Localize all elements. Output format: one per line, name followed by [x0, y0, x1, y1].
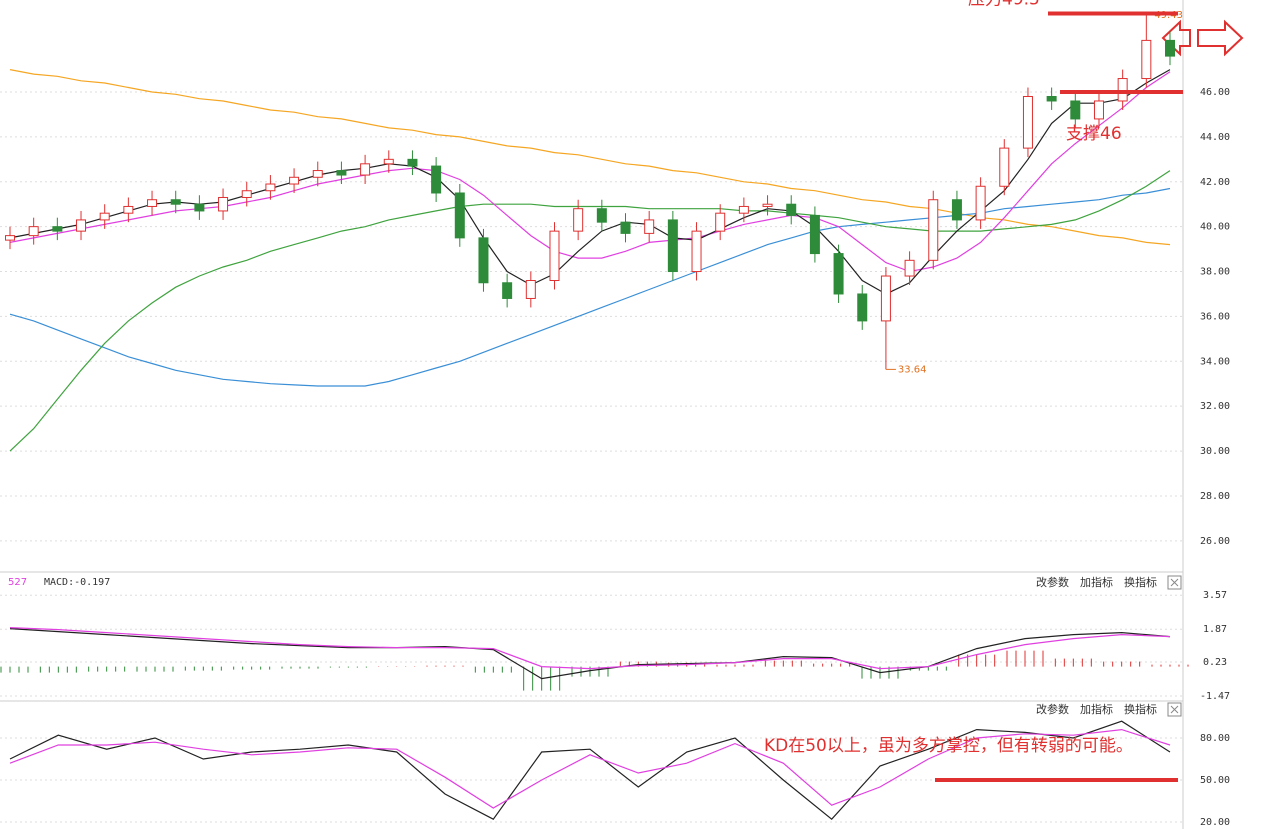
y-tick-label: 44.00: [1200, 132, 1230, 143]
arrow-icon: [1197, 19, 1244, 57]
y-tick-label: 36.00: [1200, 311, 1230, 322]
candle-body: [28, 226, 39, 237]
candle-body: [360, 163, 371, 176]
y-tick-label: 0.23: [1203, 657, 1227, 668]
candle-body: [1046, 95, 1057, 102]
close-button[interactable]: [1167, 575, 1182, 590]
y-tick-label: 40.00: [1200, 222, 1230, 233]
arrow-icon: [1161, 19, 1191, 57]
candle-body: [762, 203, 773, 207]
indicator-line: [9, 170, 1171, 452]
annotation: 支撑46: [1066, 124, 1122, 144]
candle-body: [691, 230, 702, 273]
candle-body: [99, 212, 110, 221]
indicator-button[interactable]: 改参数: [1036, 575, 1069, 589]
candle-body: [454, 192, 465, 239]
close-icon: [1170, 578, 1179, 587]
candle-body: [999, 147, 1010, 187]
candle-body: [904, 259, 915, 277]
candle-body: [880, 275, 891, 322]
y-tick-label: 30.00: [1200, 446, 1230, 457]
candle-body: [549, 230, 560, 282]
candle-body: [407, 158, 418, 167]
macd-label: MACD:-0.197: [44, 577, 110, 588]
candle-body: [620, 221, 631, 234]
y-tick-label: 38.00: [1200, 267, 1230, 278]
candle-body: [1117, 78, 1128, 102]
indicator-line: [9, 628, 1171, 680]
candle-body: [147, 199, 158, 207]
candle-body: [478, 237, 489, 284]
close-button[interactable]: [1167, 702, 1182, 717]
candle-body: [1165, 39, 1175, 57]
candle-body: [525, 280, 536, 299]
y-tick-label: 42.00: [1200, 177, 1230, 188]
candle-body: [667, 219, 678, 273]
indicator-line: [9, 720, 1171, 821]
y-tick-label: 50.00: [1200, 775, 1230, 786]
candle-body: [52, 226, 63, 232]
indicator-line: [9, 627, 1171, 670]
candle-body: [975, 185, 986, 221]
candle-body: [857, 293, 868, 322]
candle-body: [809, 214, 820, 255]
y-tick-label: 3.57: [1203, 590, 1227, 601]
y-tick-label: -1.47: [1200, 691, 1230, 702]
candle-body: [1022, 95, 1033, 149]
y-tick-label: 28.00: [1200, 491, 1230, 502]
candle-body: [1141, 39, 1152, 80]
candle-body: [596, 208, 607, 223]
candle-body: [573, 208, 584, 232]
candle-body: [928, 199, 939, 261]
candle-body: [170, 199, 181, 205]
y-tick-label: 32.00: [1200, 401, 1230, 412]
y-tick-label: 80.00: [1200, 733, 1230, 744]
y-tick-label: 26.00: [1200, 536, 1230, 547]
high-label: 49.43: [1154, 10, 1183, 21]
candle-body: [951, 199, 962, 221]
macd-legend: 527: [8, 577, 27, 588]
indicator-button[interactable]: 改参数: [1036, 702, 1069, 716]
close-icon: [1170, 705, 1179, 714]
y-tick-label: 1.87: [1203, 624, 1227, 635]
low-label: 33.64: [898, 364, 927, 375]
candle-body: [786, 203, 797, 216]
candle-body: [336, 170, 347, 176]
candle-body: [644, 219, 655, 234]
indicator-button[interactable]: 换指标: [1124, 575, 1157, 589]
candle-body: [502, 282, 513, 299]
candle-body: [76, 219, 87, 232]
candle-body: [833, 253, 844, 295]
candle-body: [265, 183, 276, 192]
indicator-button[interactable]: 换指标: [1124, 702, 1157, 716]
candle-body: [289, 176, 300, 185]
candle-body: [738, 205, 749, 214]
indicator-button[interactable]: 加指标: [1080, 575, 1113, 589]
candle-body: [218, 196, 229, 212]
candle-body: [194, 203, 205, 212]
candle-body: [431, 165, 442, 194]
candle-body: [1070, 100, 1081, 120]
indicator-button[interactable]: 加指标: [1080, 702, 1113, 716]
annotation: KD在50以上，虽为多方掌控，但有转弱的可能。: [764, 736, 1133, 756]
candle-body: [123, 205, 134, 214]
y-tick-label: 34.00: [1200, 356, 1230, 367]
candle-body: [312, 170, 323, 178]
y-tick-label: 46.00: [1200, 87, 1230, 98]
y-tick-label: 20.00: [1200, 817, 1230, 828]
indicator-line: [9, 728, 1171, 809]
candle-body: [1093, 100, 1104, 120]
candle-body: [241, 190, 252, 198]
annotation: 压力49.5: [968, 0, 1040, 9]
candle-body: [5, 235, 15, 241]
candle-body: [383, 158, 394, 165]
candle-body: [715, 212, 726, 232]
